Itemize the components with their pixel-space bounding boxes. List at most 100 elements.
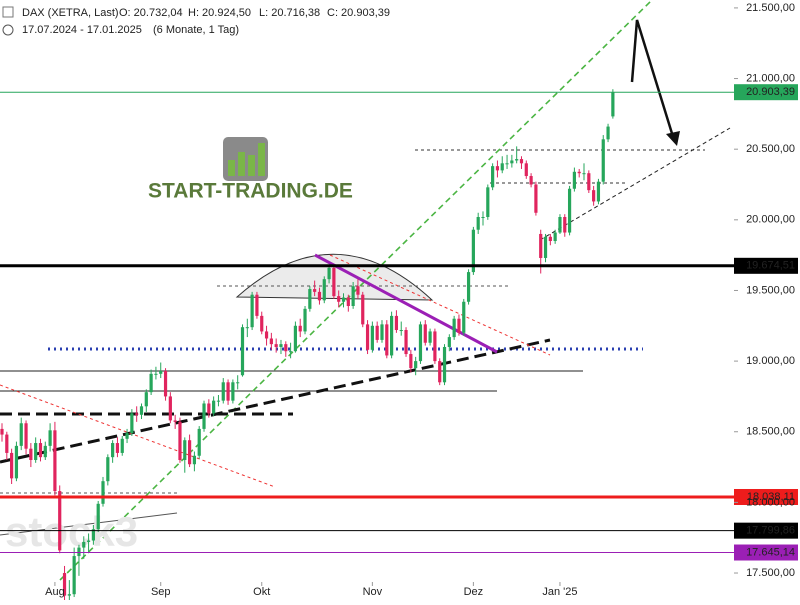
candle-body <box>313 289 317 292</box>
candle-body <box>149 373 153 393</box>
candle-body <box>53 430 57 492</box>
candle-body <box>505 163 509 165</box>
candle-body <box>38 443 43 458</box>
candle-body <box>553 232 557 242</box>
candle-body <box>183 440 187 460</box>
candle-body <box>418 324 423 362</box>
header: DAX (XETRA, Last) O: 20.732,04 H: 20.924… <box>2 6 390 36</box>
candle-body <box>375 325 379 340</box>
candle-body <box>380 324 384 340</box>
y-tick-label: 19.500,00 <box>746 284 795 296</box>
candle-body <box>433 331 437 362</box>
candle-body <box>548 236 552 242</box>
candle-body <box>192 455 196 465</box>
trend-line <box>314 253 498 354</box>
candle-body <box>394 315 399 331</box>
candle-body <box>510 160 514 164</box>
candle-body <box>322 279 326 301</box>
level-label-box <box>734 488 798 505</box>
candle-body <box>452 318 456 338</box>
candle-body <box>187 440 192 465</box>
candle-body <box>82 541 86 548</box>
close: C: 20.903,39 <box>327 7 390 19</box>
candle-body <box>34 443 38 460</box>
candle-body <box>139 406 144 415</box>
candle-body <box>543 236 548 258</box>
candle-body <box>303 308 307 332</box>
candle-body <box>226 382 230 401</box>
candle-body <box>120 438 124 453</box>
y-tick-label: 21.000,00 <box>746 72 795 84</box>
candle-body <box>582 173 586 175</box>
candle-body <box>173 420 177 422</box>
candle-body <box>159 370 163 374</box>
candle-body <box>43 445 47 458</box>
candle-body <box>611 92 615 117</box>
candle-body <box>168 396 172 421</box>
x-tick-label: Jan '25 <box>542 586 577 598</box>
candle-body <box>106 457 110 482</box>
x-tick-label: Dez <box>464 586 484 598</box>
candle-body <box>365 324 370 350</box>
candle-body <box>428 331 432 343</box>
trend-line <box>0 384 276 488</box>
candle-body <box>14 445 19 479</box>
candle-body <box>29 448 33 460</box>
candle-body <box>135 413 139 415</box>
candle-body <box>601 139 605 182</box>
trend-line <box>0 512 178 536</box>
candle-body <box>178 421 182 460</box>
candles <box>0 89 615 605</box>
level-label: 18.038,11 <box>747 491 795 503</box>
candle-body <box>10 452 14 479</box>
candle-body <box>491 166 495 188</box>
candle-body <box>144 392 148 407</box>
candle-body <box>534 184 538 213</box>
candle-body <box>351 286 355 307</box>
candle-body <box>236 382 240 384</box>
candle-body <box>293 325 298 352</box>
candle-body <box>442 346 447 383</box>
candle-body <box>577 171 581 174</box>
candle-body <box>558 217 562 233</box>
candle-body <box>91 529 95 541</box>
candle-body <box>529 176 533 185</box>
candle-body <box>563 217 567 233</box>
y-tick-label: 20.000,00 <box>746 214 795 226</box>
candle-body <box>346 297 350 307</box>
trend-line <box>329 254 551 356</box>
candle-body <box>231 382 235 401</box>
candle-body <box>255 294 259 316</box>
x-tick-label: Okt <box>253 586 270 598</box>
candle-body <box>308 289 312 309</box>
candle-body <box>163 370 168 397</box>
candle-body <box>471 229 475 273</box>
candle-body <box>58 491 62 551</box>
candle-body <box>264 331 269 339</box>
candle-body <box>86 540 91 542</box>
candle-body <box>154 373 158 375</box>
candle-body <box>221 382 225 401</box>
symbol: DAX (XETRA, Last) <box>22 7 119 19</box>
candle-body <box>587 173 591 191</box>
candle-body <box>404 330 408 355</box>
candle-body <box>495 166 500 171</box>
candle-body <box>409 354 413 369</box>
candle-body <box>125 433 129 439</box>
watermark: stock3 <box>5 508 138 555</box>
candle-body <box>567 188 572 233</box>
logo-icon <box>238 152 245 176</box>
candle-body <box>19 423 23 446</box>
candle-body <box>197 428 201 456</box>
candle-body <box>486 187 490 218</box>
y-tick-label: 21.500,00 <box>746 2 795 14</box>
level-label-box <box>734 84 798 101</box>
candle-body <box>596 181 601 202</box>
trend-line <box>539 127 731 241</box>
logo-icon <box>228 160 235 176</box>
candle-body <box>361 294 365 325</box>
candle-body <box>216 400 221 402</box>
candle-body <box>101 481 105 504</box>
